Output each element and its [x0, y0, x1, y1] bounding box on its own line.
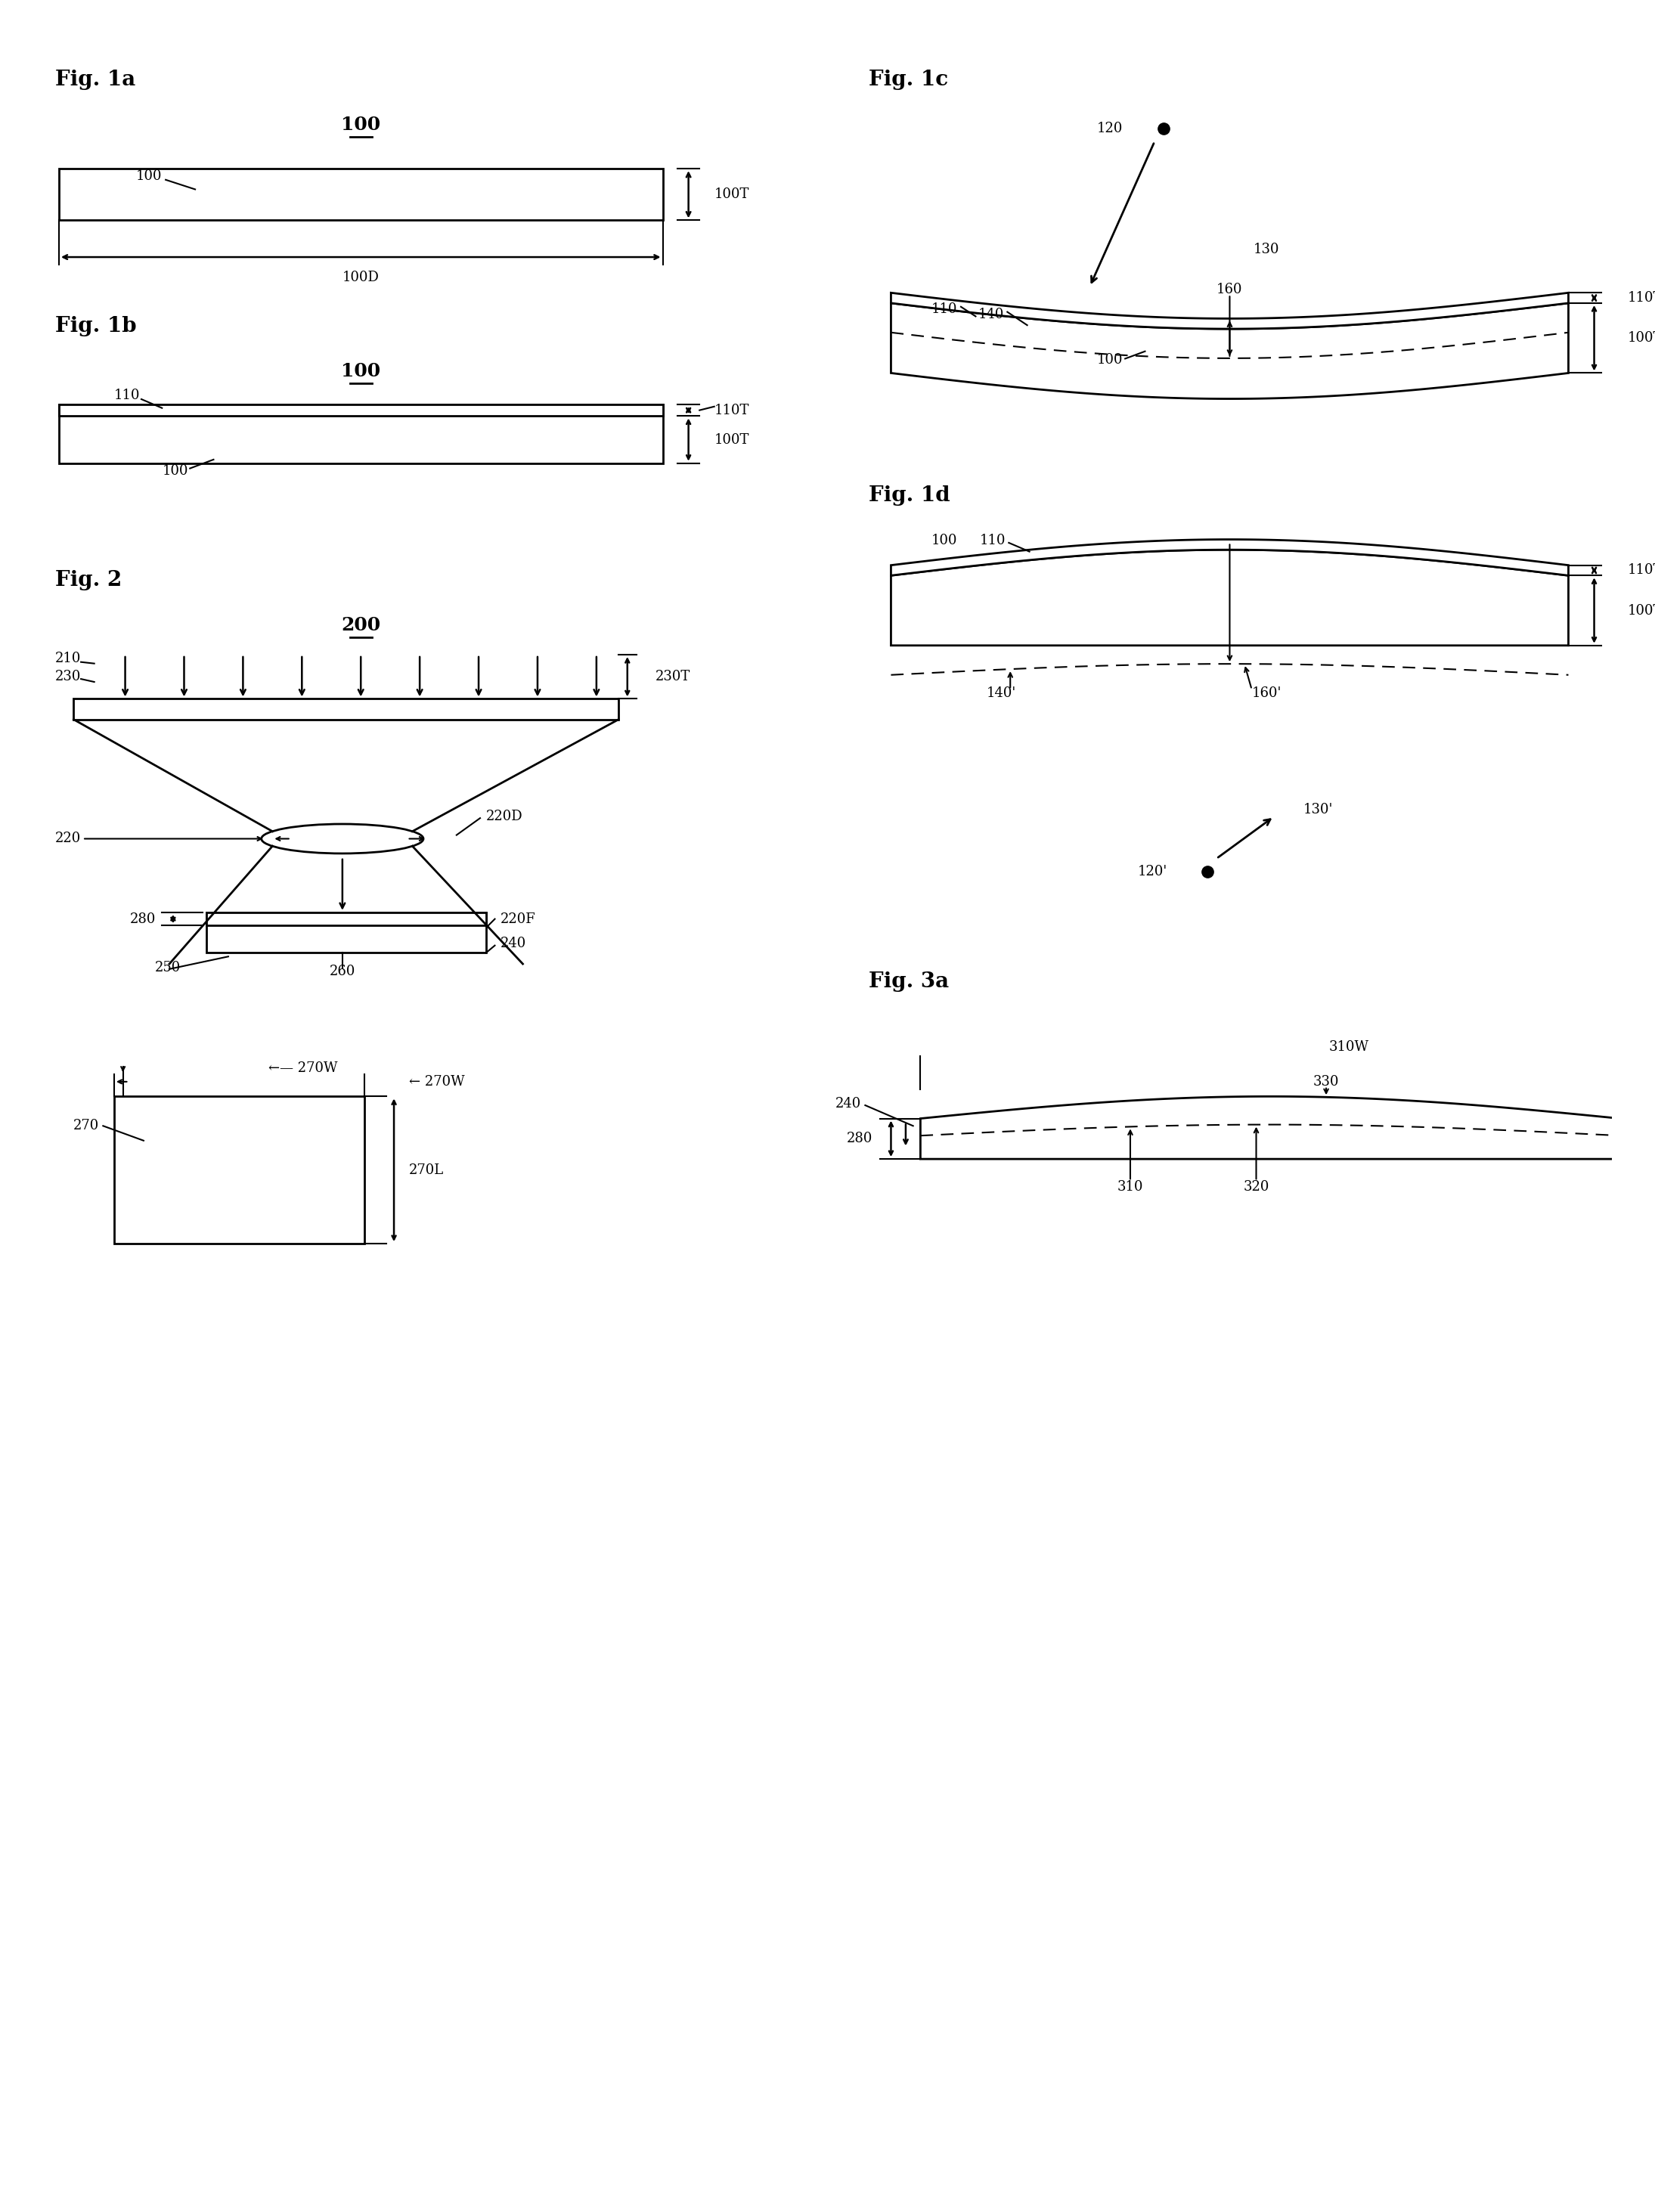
Polygon shape: [890, 303, 1569, 398]
Text: 100: 100: [162, 465, 189, 478]
Text: 280: 280: [131, 911, 156, 927]
Text: ←— 270W: ←— 270W: [268, 1062, 338, 1075]
Text: 120': 120': [1137, 865, 1167, 878]
Polygon shape: [890, 540, 1569, 575]
Ellipse shape: [261, 825, 424, 854]
Polygon shape: [890, 292, 1569, 330]
Text: 140: 140: [978, 307, 1005, 321]
Text: 310: 310: [1117, 1181, 1144, 1194]
Text: 110: 110: [932, 303, 958, 316]
Bar: [60, 168, 662, 221]
Text: 250: 250: [154, 960, 180, 973]
Text: Fig. 1b: Fig. 1b: [55, 316, 137, 336]
Text: 160': 160': [1251, 686, 1281, 701]
Text: 110: 110: [114, 389, 141, 403]
Bar: [114, 1097, 364, 1243]
Text: 220F: 220F: [501, 911, 536, 927]
Text: 320: 320: [1243, 1181, 1269, 1194]
Text: 100: 100: [1097, 354, 1124, 367]
Text: Fig. 1c: Fig. 1c: [869, 69, 948, 91]
Bar: [60, 405, 662, 462]
Text: Fig. 3a: Fig. 3a: [869, 971, 948, 991]
Text: 220: 220: [55, 832, 81, 845]
Text: 100D: 100D: [343, 270, 379, 283]
Text: 260: 260: [329, 964, 356, 978]
Polygon shape: [920, 1097, 1620, 1159]
Bar: [207, 911, 487, 925]
Text: 130': 130': [1302, 803, 1332, 816]
Text: 110T: 110T: [1627, 564, 1655, 577]
Text: 160: 160: [1216, 283, 1243, 296]
Text: 100: 100: [136, 170, 162, 184]
Text: ← 270W: ← 270W: [409, 1075, 465, 1088]
Text: 100T: 100T: [715, 434, 750, 447]
Text: 100T: 100T: [1627, 332, 1655, 345]
Text: 100: 100: [341, 363, 381, 380]
Text: 240: 240: [501, 936, 526, 951]
Text: 100: 100: [341, 115, 381, 133]
Bar: [60, 405, 662, 416]
Text: 220D: 220D: [487, 810, 523, 823]
Text: 280: 280: [847, 1133, 872, 1146]
Text: 100T: 100T: [1627, 604, 1655, 617]
Text: 330: 330: [1312, 1075, 1339, 1088]
Text: 110T: 110T: [1627, 292, 1655, 305]
Text: Fig. 1a: Fig. 1a: [55, 69, 136, 91]
Text: 100T: 100T: [715, 188, 750, 201]
Text: 210: 210: [55, 653, 81, 666]
Text: 110: 110: [980, 533, 1006, 546]
Text: Fig. 1d: Fig. 1d: [869, 484, 950, 507]
Text: 100: 100: [932, 533, 958, 546]
Text: 230T: 230T: [655, 670, 690, 684]
Polygon shape: [890, 551, 1569, 646]
Text: 200: 200: [341, 617, 381, 635]
Text: 270: 270: [73, 1119, 99, 1133]
Bar: [207, 911, 487, 953]
Text: 240: 240: [836, 1097, 862, 1110]
Text: 110T: 110T: [715, 403, 750, 418]
Text: 270L: 270L: [409, 1164, 444, 1177]
Bar: [73, 699, 619, 719]
Text: 120: 120: [1097, 122, 1124, 135]
Text: 140': 140': [986, 686, 1016, 701]
Text: Fig. 2: Fig. 2: [55, 571, 122, 591]
Text: 230: 230: [55, 670, 81, 684]
Text: 130: 130: [1253, 243, 1279, 257]
Text: 310W: 310W: [1329, 1040, 1369, 1053]
